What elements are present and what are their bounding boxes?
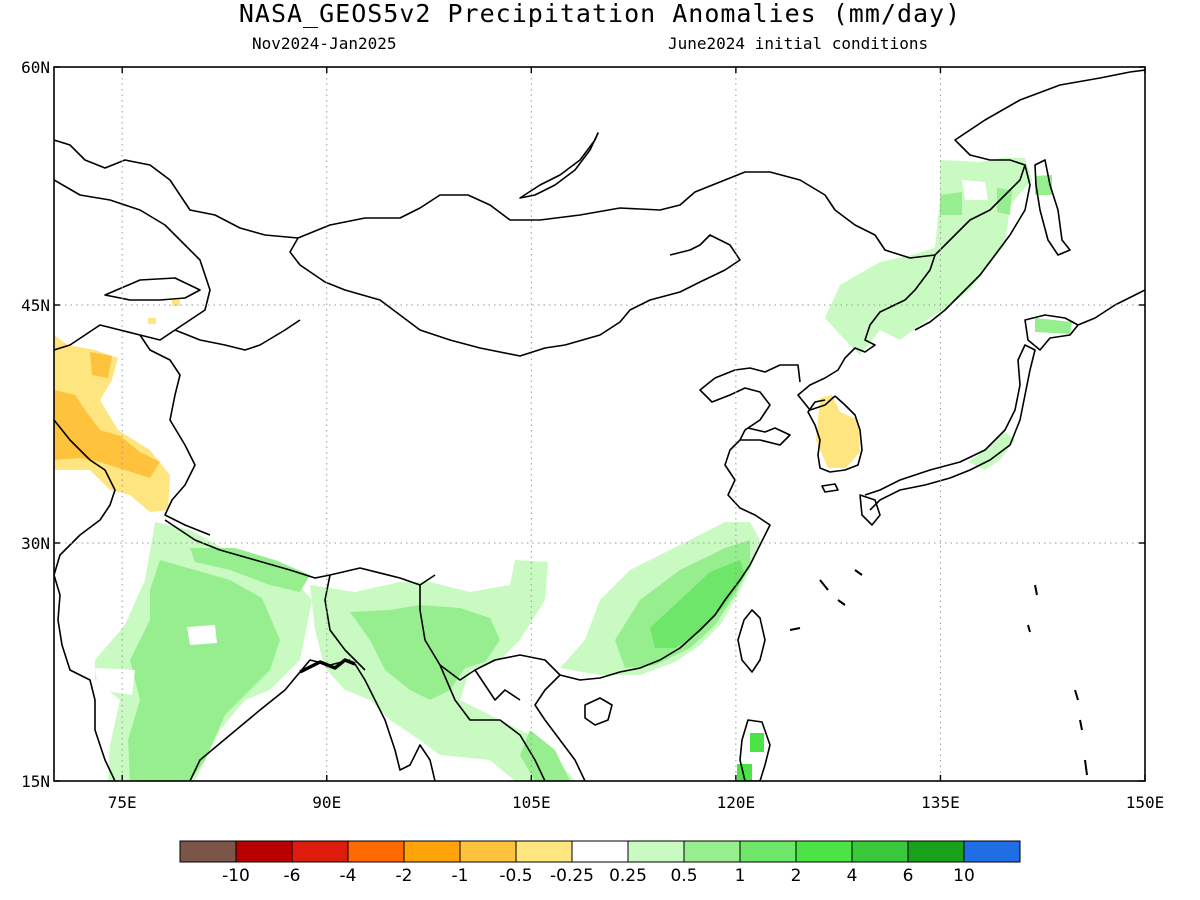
manchuria-gap (962, 180, 988, 200)
taiwan-outline (737, 609, 766, 673)
longitude-labels: 75E 90E 105E 120E 135E 150E (108, 793, 1165, 812)
hokkaido-wet (1035, 318, 1072, 334)
bangladesh-delta (299, 658, 356, 674)
hainan-outline (584, 697, 613, 726)
western-china-border-line (139, 334, 211, 536)
far-east-coastline (934, 69, 1145, 256)
colorbar-swatch (683, 840, 741, 863)
lon-tick-label: 120E (717, 793, 756, 812)
korea-coastline (807, 395, 863, 473)
latitude-labels: 15N 30N 45N 60N (21, 58, 50, 791)
lon-tick-label: 90E (312, 793, 341, 812)
lat-tick-label: 45N (21, 296, 50, 315)
tian-shan-border-line (174, 319, 301, 351)
ryukyu-islands (789, 569, 1088, 776)
colorbar-swatch (571, 840, 629, 863)
japan-wet (968, 432, 1015, 470)
colorbar-level-label: -1 (452, 866, 469, 886)
china-mongolia-border-line (289, 234, 741, 357)
colorbar: -10 -6 -4 -2 -1 -0.5 -0.25 0.25 0.5 1 2 4 6 10 (179, 840, 1021, 886)
colorbar-level-label: -10 (222, 866, 250, 886)
colorbar-level-label: 1 (735, 866, 746, 886)
west-asia-dry (54, 390, 160, 478)
colorbar-level-label: 10 (953, 866, 975, 886)
caspian-outline (104, 277, 201, 301)
nepal-wet (190, 548, 310, 592)
colorbar-swatch (851, 840, 909, 863)
lake-baikal-outline (519, 132, 599, 199)
colorbar-level-label: 2 (791, 866, 802, 886)
coastline-layer (54, 69, 1145, 781)
central-asia-border-line (54, 179, 211, 351)
colorbar-swatch (739, 840, 797, 863)
colorbar-level-label: -6 (284, 866, 301, 886)
colorbar-swatch (179, 840, 237, 863)
southeast-china-wet-peak (650, 560, 745, 648)
northeast-china-border-line (797, 254, 936, 411)
anomaly-field-layer (54, 158, 1072, 781)
colorbar-swatch (403, 840, 461, 863)
colorbar-level-label: -2 (396, 866, 413, 886)
lon-tick-label: 105E (512, 793, 551, 812)
kuril-coastline (1077, 289, 1145, 326)
lat-tick-label: 15N (21, 772, 50, 791)
taiwan-wet (737, 733, 764, 781)
central-asia-dry-dot (148, 300, 180, 324)
india-gap (95, 625, 217, 695)
colorbar-level-label: 0.5 (670, 866, 697, 886)
northern-border-line (54, 139, 936, 259)
lat-tick-label: 60N (21, 58, 50, 77)
lat-tick-label: 30N (21, 534, 50, 553)
colorbar-swatch (515, 840, 573, 863)
colorbar-swatch (291, 840, 349, 863)
colorbar-swatch (963, 840, 1021, 863)
colorbar-level-label: 0.25 (609, 866, 647, 886)
kyushu-outline (859, 494, 881, 526)
lat-lon-grid (54, 67, 1145, 781)
forecast-period: Nov2024-Jan2025 (252, 34, 397, 53)
amur-coastline (914, 164, 1031, 331)
himalaya-border-line (164, 519, 436, 586)
shandong-outline (740, 427, 791, 446)
colorbar-level-label: -0.5 (499, 866, 532, 886)
korea-dry (816, 395, 860, 468)
colorbar-swatch (347, 840, 405, 863)
thai-laos-border-line (439, 664, 546, 781)
hokkaido-outline (1024, 314, 1079, 351)
lon-tick-label: 135E (921, 793, 960, 812)
vietnam-coastline (534, 674, 586, 781)
colorbar-level-label: 4 (847, 866, 858, 886)
indochina-border-line (324, 574, 561, 681)
colorbar-swatch (459, 840, 517, 863)
colorbar-swatch (627, 840, 685, 863)
initial-conditions-label: June2024 initial conditions (668, 34, 929, 53)
jeju-outline (821, 483, 839, 493)
indochina-wet-core (350, 605, 500, 700)
lon-tick-label: 150E (1126, 793, 1165, 812)
colorbar-swatch (235, 840, 293, 863)
mekong-wet-core (520, 730, 570, 781)
map-title: NASA_GEOS5v2 Precipitation Anomalies (mm… (238, 0, 962, 28)
map-frame (53, 66, 1146, 782)
luzon-outline (739, 719, 771, 781)
colorbar-level-label: -0.25 (550, 866, 594, 886)
honshu-outline (864, 344, 1036, 511)
india-wet-core (128, 560, 280, 781)
colorbar-swatch (907, 840, 965, 863)
colorbar-swatch (795, 840, 853, 863)
afghan-pakistan-border-line (54, 419, 116, 576)
lon-tick-label: 75E (108, 793, 137, 812)
sakhalin-wet (1035, 175, 1052, 195)
colorbar-level-label: 6 (903, 866, 914, 886)
china-coastline (559, 364, 801, 681)
west-asia-dry-patch (90, 352, 112, 378)
axis-ticks (54, 66, 1146, 782)
sakhalin-outline (1034, 159, 1071, 256)
colorbar-level-label: -4 (340, 866, 357, 886)
myanmar-coastline (354, 663, 436, 781)
